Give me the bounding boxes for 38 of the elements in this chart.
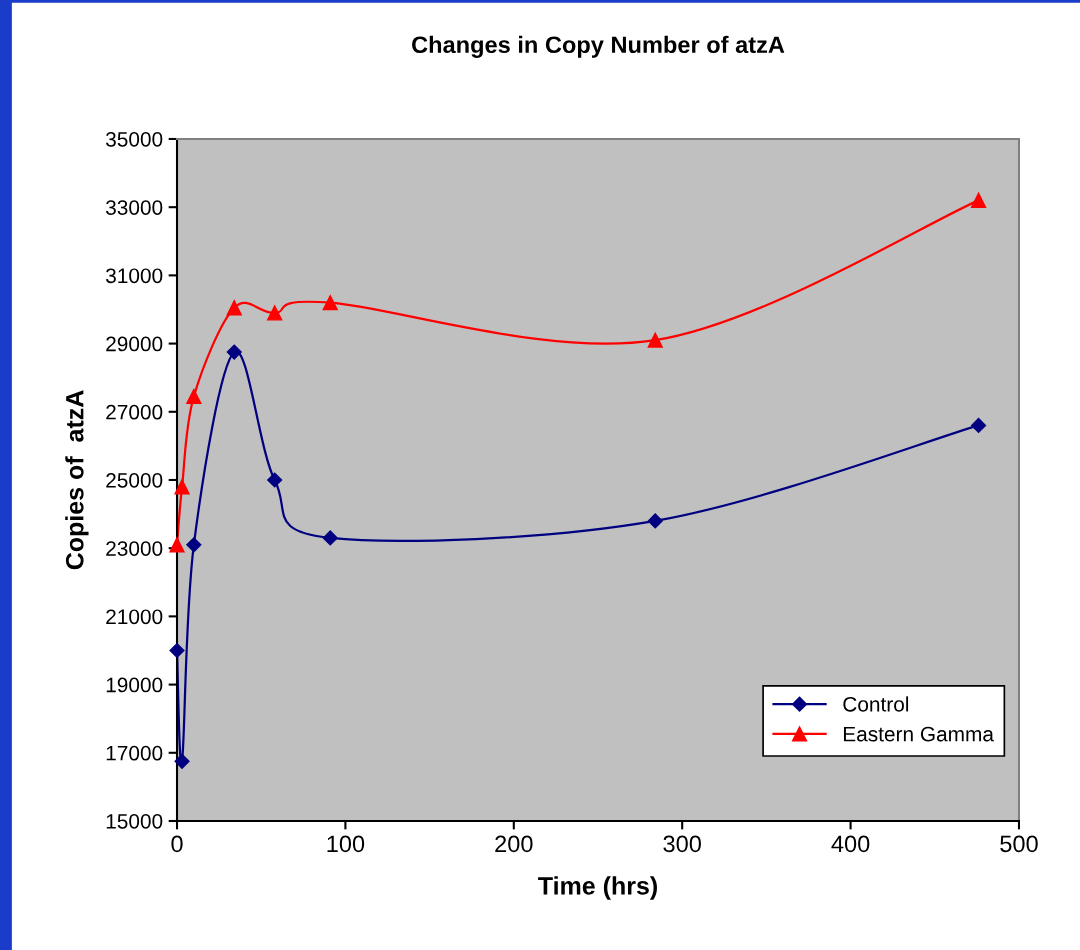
chart-title: Changes in Copy Number of atzA <box>412 35 785 58</box>
y-tick-label: 23000 <box>106 541 163 556</box>
point <box>226 344 242 360</box>
point <box>174 479 190 495</box>
point <box>970 417 987 433</box>
x-tick-label: 400 <box>831 835 870 853</box>
x-tick-label: 100 <box>327 835 365 853</box>
point <box>186 388 202 405</box>
y-tick-label: 25000 <box>106 472 163 488</box>
point <box>647 332 663 348</box>
legend-label: Eastern Gamma <box>843 726 994 742</box>
x-tick-label: 200 <box>495 835 533 853</box>
point <box>267 305 283 321</box>
y-tick-label: 29000 <box>106 336 163 352</box>
y-tick-label: 31000 <box>105 268 163 284</box>
y-axis-title: Copies of atzA <box>65 390 89 570</box>
y-tick-label: 17000 <box>106 745 163 761</box>
x-tick-label: 500 <box>1000 835 1038 853</box>
point <box>174 753 190 769</box>
y-tick-label: 35000 <box>105 131 163 147</box>
y-tick-label: 19000 <box>106 677 163 693</box>
x-axis-title: Time (hrs) <box>538 876 657 900</box>
point <box>322 530 338 546</box>
y-tick-label: 33000 <box>105 200 163 215</box>
x-tick-label: 300 <box>663 835 701 853</box>
point <box>267 472 283 488</box>
point <box>186 537 202 553</box>
y-tick-label: 27000 <box>106 404 163 420</box>
point <box>647 513 663 529</box>
point <box>322 295 338 311</box>
point <box>169 537 185 553</box>
x-tick-label: 0 <box>171 835 183 853</box>
point <box>169 642 185 659</box>
point <box>970 192 987 209</box>
y-tick-label: 21000 <box>106 609 163 625</box>
point <box>226 300 242 316</box>
legend-label: Control <box>843 696 909 712</box>
y-tick-label: 15000 <box>106 813 163 829</box>
